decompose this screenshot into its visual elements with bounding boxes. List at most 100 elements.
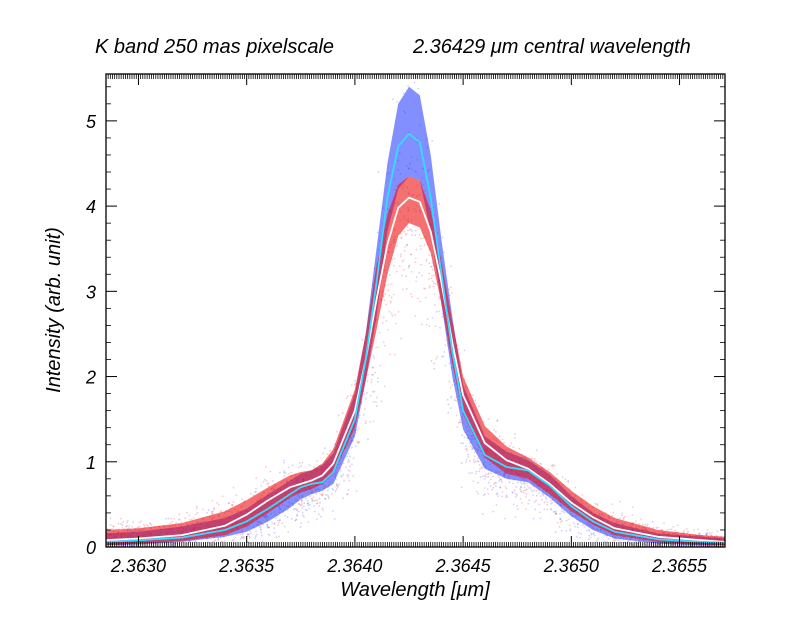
scatter-point <box>187 537 190 540</box>
scatter-point <box>341 475 343 477</box>
scatter-point <box>542 491 544 493</box>
scatter-point <box>315 492 318 495</box>
scatter-point <box>311 498 314 501</box>
scatter-point <box>147 525 149 527</box>
scatter-point <box>570 515 573 517</box>
scatter-point <box>495 481 497 484</box>
scatter-point <box>468 438 471 440</box>
scatter-point <box>385 320 388 322</box>
scatter-point <box>324 498 327 500</box>
scatter-point <box>211 510 214 513</box>
scatter-point <box>559 504 562 506</box>
scatter-point <box>487 492 490 495</box>
scatter-point <box>467 456 470 458</box>
scatter-point <box>261 540 264 543</box>
scatter-point <box>614 539 617 541</box>
scatter-point <box>373 267 376 270</box>
scatter-point <box>622 535 625 537</box>
scatter-point <box>281 511 284 514</box>
scatter-point <box>580 532 582 535</box>
scatter-point <box>689 534 692 537</box>
scatter-point <box>322 492 324 495</box>
scatter-point <box>496 419 499 422</box>
scatter-point <box>621 536 624 539</box>
x-tick-label: 2.3640 <box>326 556 382 576</box>
scatter-point <box>274 514 276 516</box>
scatter-point <box>468 460 471 462</box>
scatter-point <box>530 489 533 491</box>
scatter-point <box>601 517 604 520</box>
scatter-point <box>503 473 506 476</box>
scatter-point <box>239 533 242 536</box>
scatter-point <box>283 461 286 464</box>
scatter-point <box>330 469 333 472</box>
scatter-point <box>540 463 542 465</box>
scatter-point <box>575 515 577 517</box>
scatter-point <box>301 514 304 517</box>
scatter-point <box>335 488 338 491</box>
scatter-point <box>526 482 528 485</box>
scatter-point <box>515 472 518 475</box>
scatter-point <box>392 293 395 296</box>
scatter-point <box>242 537 245 540</box>
scatter-point <box>301 499 303 502</box>
scatter-point <box>220 536 222 539</box>
scatter-point <box>188 514 191 517</box>
scatter-point <box>421 184 424 187</box>
scatter-point <box>396 101 399 103</box>
scatter-point <box>336 484 338 486</box>
scatter-point <box>466 437 469 440</box>
scatter-point <box>322 452 324 455</box>
scatter-point <box>605 532 607 535</box>
scatter-point <box>115 533 118 536</box>
scatter-point <box>465 461 468 463</box>
scatter-point <box>459 419 462 422</box>
scatter-point <box>307 492 309 494</box>
scatter-point <box>349 455 351 458</box>
scatter-point <box>117 543 119 546</box>
scatter-point <box>501 491 504 493</box>
scatter-point <box>559 504 562 507</box>
scatter-point <box>591 526 594 529</box>
scatter-point <box>629 538 632 541</box>
scatter-point <box>239 512 242 514</box>
scatter-point <box>428 272 431 275</box>
scatter-point <box>195 521 198 524</box>
scatter-point <box>350 394 352 397</box>
scatter-point <box>334 490 337 493</box>
scatter-point <box>552 510 555 513</box>
scatter-point <box>420 237 423 240</box>
scatter-point <box>572 522 575 525</box>
scatter-point <box>651 531 654 534</box>
scatter-point <box>137 526 140 529</box>
scatter-point <box>490 478 492 481</box>
x-tick-label: 2.3645 <box>435 556 492 576</box>
scatter-point <box>267 526 270 529</box>
scatter-point <box>177 530 180 532</box>
scatter-point <box>126 535 129 538</box>
scatter-point <box>644 528 647 531</box>
scatter-point <box>595 528 598 531</box>
scatter-point <box>559 501 562 504</box>
scatter-point <box>567 481 570 483</box>
scatter-point <box>697 536 700 539</box>
scatter-point <box>287 506 290 508</box>
scatter-point <box>210 510 213 513</box>
scatter-point <box>409 162 411 165</box>
scatter-point <box>375 396 378 399</box>
scatter-point <box>357 441 360 444</box>
scatter-point <box>314 470 317 472</box>
scatter-point <box>529 487 532 489</box>
scatter-point <box>315 502 318 505</box>
scatter-point <box>352 435 355 438</box>
scatter-point <box>406 243 409 246</box>
scatter-point <box>494 472 497 475</box>
scatter-point <box>275 505 278 508</box>
scatter-point <box>185 511 188 514</box>
scatter-point <box>545 493 548 496</box>
scatter-point <box>537 489 540 491</box>
scatter-point <box>444 364 447 367</box>
scatter-point <box>606 534 608 537</box>
scatter-point <box>482 454 485 457</box>
scatter-point <box>515 486 518 488</box>
